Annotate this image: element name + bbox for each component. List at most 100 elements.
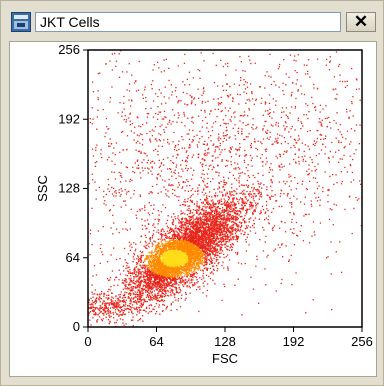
scatter-point bbox=[151, 297, 153, 299]
scatter-point bbox=[195, 232, 197, 235]
scatter-point bbox=[207, 229, 209, 231]
scatter-point bbox=[151, 255, 153, 258]
scatter-point bbox=[139, 285, 141, 287]
scatter-point bbox=[257, 172, 259, 175]
scatter-point bbox=[222, 236, 224, 238]
scatter-point bbox=[246, 190, 248, 193]
scatter-point bbox=[156, 245, 158, 247]
scatter-point bbox=[165, 244, 167, 247]
scatter-point bbox=[160, 287, 162, 289]
scatter-point bbox=[186, 256, 188, 258]
scatter-point bbox=[171, 269, 173, 271]
scatter-point bbox=[196, 222, 198, 225]
scatter-point bbox=[166, 280, 168, 282]
scatter-point bbox=[245, 213, 247, 215]
scatter-point bbox=[156, 254, 158, 256]
scatter-point bbox=[197, 244, 199, 246]
scatter-point bbox=[136, 279, 138, 281]
scatter-point bbox=[219, 223, 222, 226]
scatter-point bbox=[218, 213, 220, 216]
scatter-point bbox=[157, 238, 159, 240]
scatter-point bbox=[186, 238, 188, 240]
scatter-point bbox=[228, 241, 230, 243]
scatter-point bbox=[280, 163, 283, 165]
scatter-point bbox=[254, 193, 256, 195]
scatter-point bbox=[92, 275, 94, 277]
scatter-point bbox=[175, 299, 177, 301]
scatter-point bbox=[139, 275, 141, 278]
scatter-point bbox=[226, 229, 228, 231]
scatter-point bbox=[155, 313, 157, 315]
scatter-point bbox=[118, 294, 120, 296]
scatter-point bbox=[224, 184, 227, 186]
scatter-point bbox=[150, 261, 152, 263]
scatter-point bbox=[228, 220, 230, 222]
scatter-point bbox=[190, 245, 192, 247]
close-button[interactable]: ✕ bbox=[346, 12, 376, 32]
scatter-point bbox=[189, 235, 191, 238]
scatter-point bbox=[175, 286, 177, 289]
scatter-point bbox=[198, 258, 201, 261]
scatter-point bbox=[201, 255, 203, 257]
scatter-point bbox=[246, 208, 248, 210]
scatter-point bbox=[253, 193, 255, 195]
scatter-point bbox=[227, 234, 229, 236]
window-app-icon[interactable] bbox=[11, 12, 31, 32]
scatter-point bbox=[238, 225, 240, 227]
scatter-point bbox=[280, 192, 282, 195]
scatter-point bbox=[184, 264, 186, 267]
scatter-point bbox=[185, 236, 187, 238]
scatter-point bbox=[163, 246, 165, 249]
scatter-point bbox=[197, 258, 199, 260]
scatter-point bbox=[191, 215, 193, 218]
scatter-point bbox=[198, 257, 200, 259]
scatter-point bbox=[215, 216, 217, 218]
scatter-point bbox=[233, 204, 235, 206]
scatter-point bbox=[151, 260, 154, 263]
scatter-point bbox=[197, 265, 199, 267]
scatter-point bbox=[203, 253, 205, 256]
scatter-point bbox=[107, 307, 109, 310]
scatter-point bbox=[152, 233, 155, 235]
scatter-point bbox=[265, 201, 268, 203]
scatter-point bbox=[205, 239, 207, 242]
scatter-point bbox=[196, 221, 198, 223]
scatter-point bbox=[139, 264, 141, 266]
scatter-point bbox=[235, 224, 237, 226]
scatter-point bbox=[153, 295, 155, 298]
scatter-point bbox=[146, 272, 149, 274]
scatter-point bbox=[226, 224, 229, 227]
scatter-point bbox=[234, 216, 236, 218]
scatter-point bbox=[204, 237, 206, 239]
scatter-point bbox=[213, 240, 216, 243]
scatter-point bbox=[147, 291, 149, 293]
scatter-point bbox=[199, 251, 202, 253]
scatter-point bbox=[237, 218, 239, 220]
scatter-point bbox=[180, 228, 182, 230]
scatter-point bbox=[137, 281, 139, 283]
scatter-point bbox=[202, 163, 204, 165]
scatter-point bbox=[217, 217, 219, 219]
scatter-point bbox=[156, 248, 158, 250]
scatter-point bbox=[218, 203, 220, 205]
scatter-point bbox=[182, 242, 185, 244]
window-title-field[interactable]: JKT Cells bbox=[35, 12, 341, 32]
scatter-point bbox=[146, 300, 148, 303]
scatter-point bbox=[248, 176, 251, 179]
scatter-point bbox=[170, 272, 172, 274]
scatter-point bbox=[168, 253, 170, 255]
scatter-point bbox=[178, 240, 181, 242]
scatter-point bbox=[169, 285, 171, 287]
scatter-point bbox=[143, 288, 145, 290]
scatter-point bbox=[235, 210, 238, 212]
scatter-point bbox=[237, 210, 239, 212]
scatter-point bbox=[205, 244, 208, 246]
scatter-point bbox=[188, 215, 190, 218]
scatter-point bbox=[169, 278, 171, 280]
scatter-point bbox=[148, 292, 150, 295]
scatter-point bbox=[174, 234, 177, 236]
scatter-point bbox=[247, 199, 249, 201]
scatter-point bbox=[150, 252, 152, 255]
scatter-point bbox=[207, 234, 209, 237]
